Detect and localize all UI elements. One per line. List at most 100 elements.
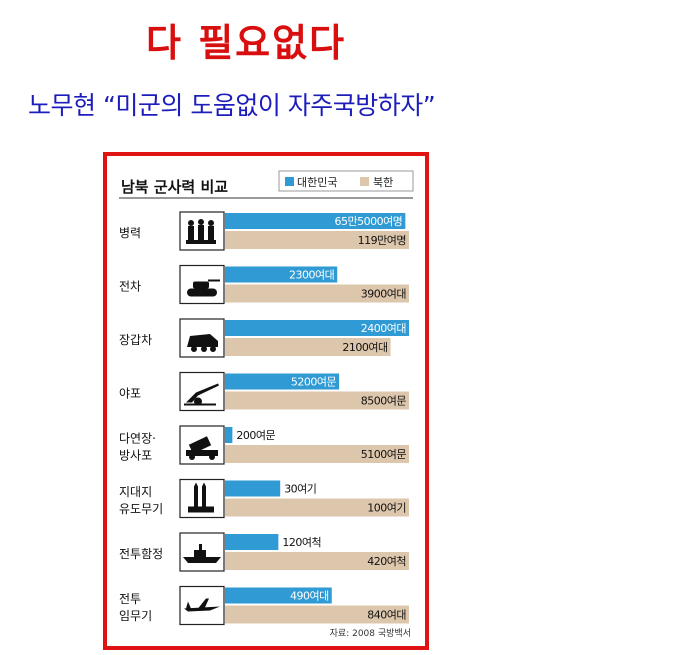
value-label-north-korea: 100여기	[367, 502, 406, 515]
value-label-north-korea: 119만여명	[358, 234, 406, 247]
soldiers-icon-part	[198, 219, 204, 225]
category-label: 전차	[119, 280, 141, 294]
value-label-north-korea: 5100여문	[361, 448, 407, 461]
value-label-north-korea: 420여척	[367, 555, 406, 568]
soldiers-icon-part	[208, 220, 214, 226]
fighter-jet-icon	[184, 598, 220, 612]
bar-south-korea	[225, 587, 332, 604]
bar-north-korea	[225, 231, 409, 249]
chart-title: 남북 군사력 비교	[121, 178, 228, 196]
armored-vehicle-icon	[187, 334, 218, 352]
fighter-jet-icon-part	[198, 598, 209, 610]
soldiers-icon-part	[188, 226, 194, 240]
bar-north-korea	[225, 445, 409, 463]
value-label-south-korea: 65만5000여명	[334, 215, 402, 228]
bar-south-korea	[225, 373, 340, 390]
category-label: 병력	[119, 226, 141, 240]
source-note: 자료: 2008 국방백서	[330, 628, 411, 639]
legend-box	[278, 170, 414, 192]
soldiers-icon-part	[188, 220, 194, 226]
bar-north-korea	[225, 552, 409, 570]
tank-icon	[187, 279, 220, 297]
soldiers-icon-part	[208, 226, 214, 240]
bar-south-korea	[225, 266, 338, 283]
bar-south-korea	[225, 320, 409, 336]
value-label-south-korea: 5200여문	[291, 376, 337, 389]
artillery-icon	[184, 383, 219, 406]
value-label-south-korea: 490여대	[290, 590, 329, 603]
bar-south-korea	[225, 427, 233, 443]
headline: 다 필요없다	[146, 20, 347, 65]
chart-row: 전투함정 120여척 420여척	[119, 532, 409, 572]
category-label: 다연장·	[119, 432, 156, 446]
value-label-south-korea: 2300여대	[289, 269, 334, 282]
category-label: 유도무기	[119, 502, 163, 516]
category-label: 지대지	[119, 485, 152, 499]
legend-south-swatch	[285, 177, 294, 186]
value-label-south-korea: 120여척	[282, 536, 321, 549]
armored-vehicle-icon-part	[187, 334, 218, 347]
rocket-launcher-icon-part	[186, 450, 218, 456]
category-label: 방사포	[119, 449, 152, 463]
value-label-north-korea: 840여대	[367, 609, 406, 622]
subheadline: 노무현 “미군의 도움없이 자주국방하자”	[28, 91, 436, 120]
missile-icon-part	[188, 506, 214, 513]
artillery-icon-part	[184, 403, 216, 406]
tank-icon-part	[193, 281, 209, 289]
chart-row: 전차 2300여대 3900여대	[119, 264, 409, 305]
chart-row: 장갑차 2400여대 2100여대	[119, 318, 409, 358]
armored-vehicle-icon-part	[210, 346, 216, 352]
legend-south-label: 대한민국	[297, 176, 337, 189]
rocket-launcher-icon-part	[188, 436, 212, 454]
rocket-launcher-icon-part	[189, 454, 195, 460]
tank-icon-part	[208, 279, 220, 282]
value-label-north-korea: 2100여대	[342, 341, 387, 354]
category-label: 야포	[119, 387, 141, 401]
artillery-icon-part	[186, 383, 219, 403]
soldiers-icon-part	[198, 225, 204, 240]
category-label: 전투	[119, 592, 141, 606]
chart-row: 야포 5200여문 8500여문	[119, 371, 409, 412]
missile-icon-part	[202, 486, 206, 507]
bar-north-korea	[225, 338, 391, 356]
missile-icon-part	[194, 482, 198, 487]
legend-north-label: 북한	[373, 176, 393, 189]
value-label-north-korea: 3900여대	[361, 288, 406, 301]
bar-north-korea	[225, 284, 409, 303]
category-label: 전투함정	[119, 547, 163, 561]
warship-icon-part	[183, 557, 221, 563]
bar-north-korea	[225, 605, 409, 624]
missile-icon	[188, 482, 214, 513]
chart-row: 병력 65만5000여명 119만여명	[119, 211, 409, 251]
warship-icon	[183, 544, 221, 563]
category-label: 임무기	[119, 609, 152, 623]
bar-south-korea	[225, 480, 281, 497]
category-label: 장갑차	[119, 333, 152, 347]
soldiers-icon-part	[186, 240, 216, 244]
warship-icon-part	[199, 544, 202, 550]
soldiers-icon	[186, 219, 216, 244]
bar-north-korea	[225, 391, 409, 410]
chart-row: 다연장· 방사포 200여문 5100여문	[119, 425, 409, 465]
missile-icon-part	[194, 486, 198, 507]
value-label-north-korea: 8500여문	[361, 395, 407, 408]
bar-north-korea	[225, 498, 409, 517]
legend-north-swatch	[360, 177, 369, 186]
rocket-launcher-icon-part	[209, 454, 215, 460]
missile-icon-part	[202, 482, 206, 487]
value-label-south-korea: 200여문	[236, 429, 275, 442]
value-label-south-korea: 2400여대	[361, 322, 406, 335]
bar-south-korea	[225, 534, 279, 550]
value-label-south-korea: 30여기	[284, 483, 316, 496]
bar-south-korea	[225, 213, 406, 229]
fighter-jet-icon-part	[186, 601, 191, 609]
armored-vehicle-icon-part	[191, 346, 197, 352]
armored-vehicle-icon-part	[201, 346, 207, 352]
rocket-launcher-icon	[186, 436, 218, 460]
warship-icon-part	[194, 550, 206, 557]
tank-icon-part	[187, 288, 217, 297]
